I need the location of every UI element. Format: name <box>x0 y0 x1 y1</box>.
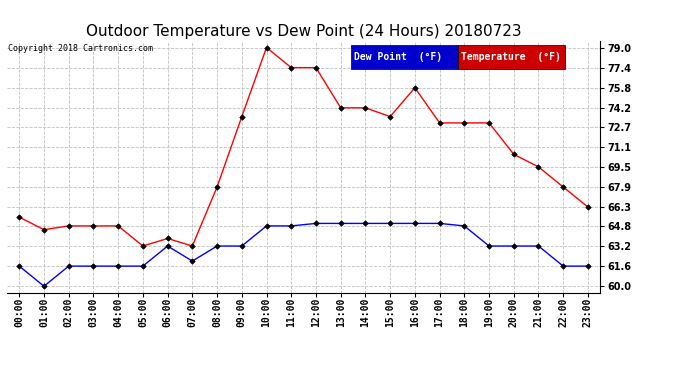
Text: Dew Point  (°F): Dew Point (°F) <box>354 52 442 62</box>
Text: Copyright 2018 Cartronics.com: Copyright 2018 Cartronics.com <box>8 44 153 52</box>
Title: Outdoor Temperature vs Dew Point (24 Hours) 20180723: Outdoor Temperature vs Dew Point (24 Hou… <box>86 24 522 39</box>
Text: Temperature  (°F): Temperature (°F) <box>461 52 561 62</box>
